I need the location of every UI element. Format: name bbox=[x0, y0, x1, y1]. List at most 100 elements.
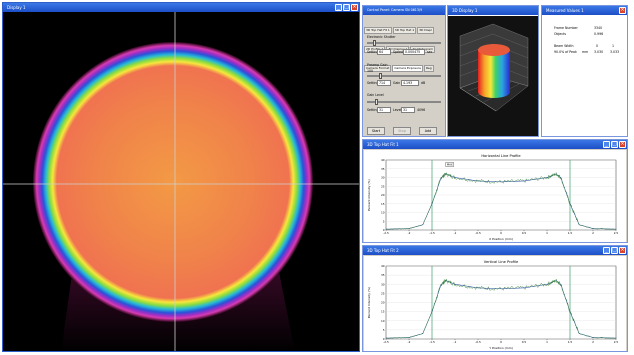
preamp-gain-label: Gain bbox=[393, 81, 401, 85]
gain-slider-thumb[interactable] bbox=[375, 99, 378, 105]
preamp-setting-field[interactable]: 714 bbox=[377, 80, 391, 86]
vprofile-y-tick-label: 40 bbox=[381, 264, 385, 268]
vprofile-data-point bbox=[592, 337, 594, 338]
close-icon[interactable]: × bbox=[351, 4, 358, 11]
beam-image[interactable] bbox=[3, 12, 359, 352]
gain-setting-value: 31 bbox=[379, 108, 384, 112]
vprofile-data-point bbox=[578, 333, 580, 334]
beam-col-1: 1 bbox=[612, 44, 615, 48]
hprofile-x-tick-label: -2 bbox=[408, 231, 411, 235]
vprofile-data-point bbox=[431, 311, 433, 312]
shutter-setting-label: Setting bbox=[367, 50, 379, 54]
maximize-icon[interactable]: □ bbox=[611, 247, 618, 254]
hprofile-data-point bbox=[555, 173, 557, 175]
gain-level-field[interactable]: 31 bbox=[401, 107, 415, 113]
hprofile-data-point bbox=[445, 173, 447, 175]
close-icon[interactable]: × bbox=[619, 141, 626, 148]
minimize-icon[interactable]: _ bbox=[335, 4, 342, 11]
add-button[interactable]: Add bbox=[419, 127, 437, 135]
horizontal-fit-title: 3D Top Hat Fit 1 bbox=[367, 142, 399, 147]
hprofile-y-tick-label: 35 bbox=[381, 167, 385, 171]
vertical-fit-titlebar[interactable]: 3D Top Hat Fit 2 _ □ × bbox=[363, 246, 627, 255]
hprofile-x-tick-label: -2.5 bbox=[383, 231, 389, 235]
vprofile-data-point bbox=[523, 287, 525, 289]
measured-values-titlebar[interactable]: Measured Values 1 × bbox=[542, 6, 627, 15]
beam-value-0: 3.030 bbox=[594, 50, 604, 54]
vprofile-x-tick-label: -2.5 bbox=[383, 340, 389, 344]
display-window: Display 1 _ □ × bbox=[2, 2, 360, 352]
beam-3d-plot[interactable] bbox=[448, 16, 538, 137]
vprofile-y-axis-label: Percent Intensity (%) bbox=[367, 287, 371, 318]
display3d-titlebar[interactable]: 3D Display 1 bbox=[448, 6, 538, 15]
vprofile-data-point bbox=[454, 283, 456, 285]
gain-setting-field[interactable]: 31 bbox=[377, 107, 391, 113]
stop-button[interactable]: Stop bbox=[393, 127, 411, 135]
vertical-profile-chart[interactable]: Vertical Line Profile0510152025303540-2.… bbox=[364, 256, 626, 351]
vprofile-x-tick-label: -1.5 bbox=[429, 340, 435, 344]
hprofile-data-point bbox=[408, 228, 410, 229]
minimize-icon[interactable]: _ bbox=[603, 141, 610, 148]
vprofile-data-point bbox=[569, 311, 571, 312]
shutter-slider[interactable] bbox=[367, 42, 441, 44]
preamp-setting-label: Setting bbox=[367, 81, 379, 85]
maximize-icon[interactable]: □ bbox=[343, 4, 350, 11]
hprofile-data-point bbox=[578, 224, 580, 226]
gain-slider[interactable] bbox=[367, 101, 441, 103]
display-titlebar[interactable]: Display 1 _ □ × bbox=[3, 3, 359, 12]
hprofile-profile-line bbox=[385, 172, 615, 230]
tab-top-hat[interactable]: 3D Top Hat 1 bbox=[392, 27, 417, 34]
hprofile-data-point bbox=[546, 177, 548, 178]
vprofile-x-tick-label: 2 bbox=[592, 340, 594, 344]
vprofile-data-point bbox=[500, 288, 502, 290]
shutter-speed-field[interactable]: 0.000475 bbox=[403, 49, 425, 55]
vprofile-data-point bbox=[560, 283, 562, 285]
hprofile-x-tick-label: 1 bbox=[546, 231, 548, 235]
hprofile-x-axis-label: X Position (mm) bbox=[489, 237, 513, 241]
tab-reg[interactable]: Reg bbox=[423, 65, 434, 72]
gain-unit: 4096 bbox=[417, 108, 426, 112]
preamp-slider[interactable] bbox=[367, 75, 441, 77]
preamp-value: 100 bbox=[367, 69, 374, 73]
vprofile-profile-line bbox=[385, 278, 615, 339]
vprofile-x-tick-label: 1.5 bbox=[568, 340, 573, 344]
objects-label: Objects bbox=[554, 32, 567, 36]
vprofile-x-tick-label: 1 bbox=[546, 340, 548, 344]
vprofile-y-tick-label: 30 bbox=[381, 282, 385, 286]
vprofile-x-tick-label: -0.5 bbox=[475, 340, 481, 344]
beam-row-label: 90.0% of Peak bbox=[554, 50, 577, 54]
beam-value-1: 3.033 bbox=[610, 50, 620, 54]
frame-number-label: Frame Number bbox=[554, 26, 578, 30]
shutter-setting-field[interactable]: 64 bbox=[377, 49, 391, 55]
tab-camera-exposure[interactable]: Camera Exposure bbox=[392, 65, 423, 72]
start-button[interactable]: Start bbox=[367, 127, 385, 135]
beam-width-label: Beam Width bbox=[554, 44, 574, 48]
hprofile-y-tick-label: 20 bbox=[381, 193, 385, 197]
hprofile-y-tick-label: 0 bbox=[383, 228, 385, 232]
hprofile-data-point bbox=[477, 180, 479, 182]
hprofile-data-point bbox=[454, 177, 456, 178]
frame-number-value: 3340 bbox=[594, 26, 603, 30]
maximize-icon[interactable]: □ bbox=[611, 141, 618, 148]
preamp-gain-field[interactable]: 4.193 bbox=[401, 80, 419, 86]
close-icon[interactable]: × bbox=[619, 247, 626, 254]
hprofile-y-tick-label: 10 bbox=[381, 211, 385, 215]
measured-close-icon[interactable]: × bbox=[619, 7, 626, 14]
shutter-speed-label: Speed bbox=[393, 50, 403, 54]
minimize-icon[interactable]: _ bbox=[603, 247, 610, 254]
measured-values-title: Measured Values 1 bbox=[546, 8, 584, 13]
display-title: Display 1 bbox=[7, 5, 26, 10]
vertical-fit-window: 3D Top Hat Fit 2 _ □ × Vertical Line Pro… bbox=[362, 245, 628, 352]
vprofile-data-point bbox=[385, 337, 387, 339]
tab-top-hat-fit[interactable]: 3D Top Hat Fit 1 bbox=[364, 27, 392, 34]
tab-3d-display[interactable]: 3D Displ bbox=[417, 27, 434, 34]
horizontal-fit-titlebar[interactable]: 3D Top Hat Fit 1 _ □ × bbox=[363, 140, 627, 149]
control-panel-titlebar[interactable]: Control Panel: Camera SN 0613/9 bbox=[363, 6, 445, 15]
horizontal-profile-chart[interactable]: Horizontal Line Profile0510152025303540-… bbox=[364, 150, 626, 242]
vertical-fit-title: 3D Top Hat Fit 2 bbox=[367, 248, 399, 253]
tab-camera-format[interactable]: Camera Format bbox=[364, 65, 392, 72]
preamp-slider-thumb[interactable] bbox=[379, 73, 382, 79]
vprofile-data-point bbox=[546, 283, 548, 285]
hprofile-y-tick-label: 15 bbox=[381, 202, 385, 206]
shutter-speed-value: 0.000475 bbox=[405, 50, 421, 54]
shutter-slider-thumb[interactable] bbox=[373, 40, 376, 46]
